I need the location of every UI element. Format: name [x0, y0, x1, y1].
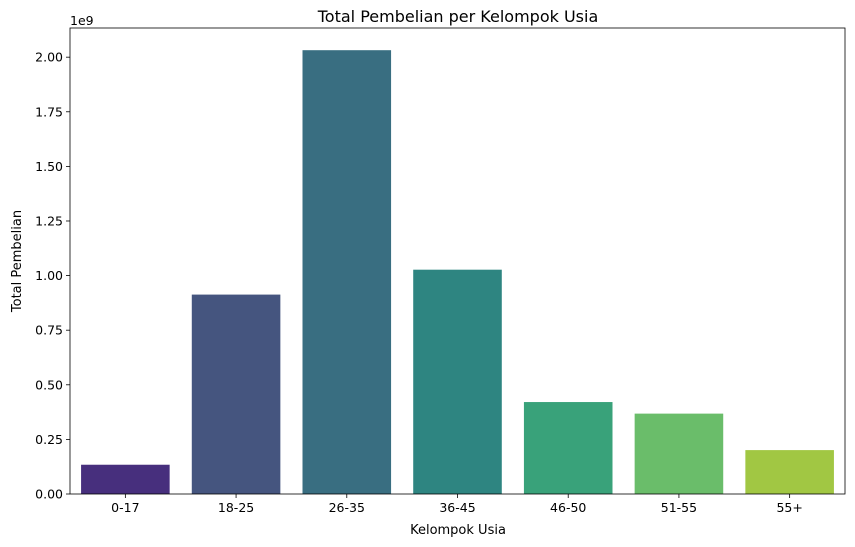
- bar-46-50: [523, 402, 613, 494]
- y-axis-label: Total Pembelian: [10, 210, 25, 313]
- y-axis-ticks: 0.00 0.25 0.50 0.75 1.00 1.25 1.50 1.75 2.00: [35, 50, 70, 502]
- bar-51-55: [634, 413, 724, 494]
- x-tick-label: 26-35: [329, 500, 365, 515]
- y-tick-label: 0.50: [35, 377, 63, 392]
- x-tick-label: 51-55: [661, 500, 697, 515]
- x-axis-ticks: 0-17 18-25 26-35 36-45 46-50 51-55 55+: [111, 494, 803, 515]
- bar-0-17: [81, 464, 170, 494]
- bar-18-25: [191, 294, 281, 494]
- chart-title: Total Pembelian per Kelompok Usia: [317, 7, 599, 26]
- y-tick-label: 0.25: [35, 432, 63, 447]
- bar-36-45: [413, 269, 502, 494]
- x-axis-label: Kelompok Usia: [410, 523, 506, 538]
- y-tick-label: 0.75: [35, 323, 63, 338]
- bar-26-35: [302, 50, 392, 494]
- y-tick-label: 1.00: [35, 268, 63, 283]
- y-tick-label: 2.00: [35, 50, 63, 65]
- plot-area-frame: [69, 27, 846, 495]
- y-tick-label: 1.75: [35, 104, 63, 119]
- y-tick-label: 0.00: [35, 487, 63, 502]
- bar-55+: [745, 450, 834, 494]
- x-tick-label: 46-50: [550, 500, 586, 515]
- x-tick-label: 36-45: [439, 500, 475, 515]
- y-tick-label: 1.25: [35, 213, 63, 228]
- bars-group: [81, 50, 834, 494]
- y-axis-exponent-label: 1e9: [70, 13, 94, 28]
- x-tick-label: 55+: [776, 500, 802, 515]
- x-tick-label: 18-25: [218, 500, 254, 515]
- x-tick-label: 0-17: [111, 500, 139, 515]
- y-tick-label: 1.50: [35, 159, 63, 174]
